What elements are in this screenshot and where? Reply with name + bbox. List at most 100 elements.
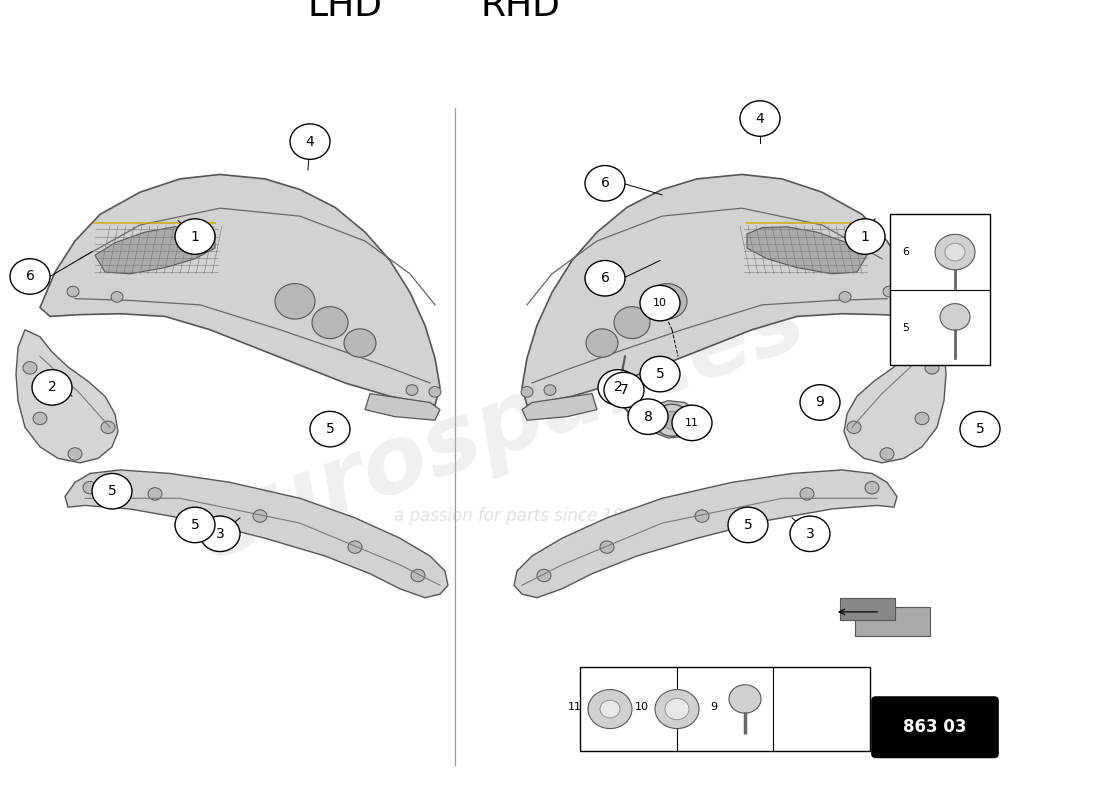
Circle shape [344,329,376,358]
Text: 9: 9 [710,702,717,712]
Circle shape [604,372,644,408]
Text: 8: 8 [644,410,652,424]
Circle shape [32,370,72,405]
Text: 10: 10 [653,298,667,308]
Circle shape [945,243,965,261]
Polygon shape [844,330,946,463]
Text: 2: 2 [614,380,623,394]
Circle shape [588,690,632,729]
Text: 5: 5 [656,367,664,381]
Text: 10: 10 [635,702,649,712]
Circle shape [880,448,894,460]
Circle shape [33,412,47,425]
Text: 2: 2 [47,380,56,394]
Text: eurospartes: eurospartes [183,274,817,581]
Text: 3: 3 [805,527,814,541]
Circle shape [883,286,895,297]
Circle shape [10,258,49,294]
Text: 11: 11 [568,702,582,712]
Circle shape [845,219,886,254]
Circle shape [839,291,851,302]
Text: a passion for parts since 1985: a passion for parts since 1985 [395,507,646,525]
Circle shape [662,411,682,429]
Text: 5: 5 [326,422,334,436]
Circle shape [290,124,330,159]
Text: 5: 5 [190,518,199,532]
Polygon shape [514,470,896,598]
Circle shape [585,261,625,296]
Text: 6: 6 [902,247,909,257]
Circle shape [695,510,710,522]
Circle shape [82,482,97,494]
Circle shape [101,421,116,434]
Polygon shape [747,226,867,274]
Text: 1: 1 [860,230,869,243]
Polygon shape [16,330,118,463]
Circle shape [585,166,625,201]
Circle shape [740,101,780,136]
Text: LHD: LHD [308,0,383,23]
Circle shape [175,507,214,542]
Circle shape [800,488,814,500]
Circle shape [253,510,267,522]
Circle shape [666,698,689,720]
Circle shape [598,370,638,405]
Circle shape [348,541,362,554]
Text: RHD: RHD [480,0,560,23]
Circle shape [865,482,879,494]
Text: 4: 4 [756,111,764,126]
Circle shape [429,386,441,397]
Circle shape [92,474,132,509]
Polygon shape [522,394,597,420]
Polygon shape [365,394,440,420]
Circle shape [800,385,840,420]
FancyBboxPatch shape [855,607,930,636]
Circle shape [111,291,123,302]
FancyBboxPatch shape [872,697,998,758]
Text: 9: 9 [815,395,824,410]
Circle shape [23,362,37,374]
Text: 4: 4 [306,134,315,149]
Circle shape [310,411,350,447]
Circle shape [628,399,668,434]
Circle shape [728,507,768,542]
FancyBboxPatch shape [840,598,895,620]
Text: 863 03: 863 03 [903,718,967,736]
Text: 6: 6 [601,176,609,190]
Circle shape [640,286,680,321]
Circle shape [586,329,618,358]
Circle shape [406,385,418,395]
Circle shape [960,411,1000,447]
Circle shape [600,541,614,554]
Text: 1: 1 [190,230,199,243]
Circle shape [925,362,939,374]
Text: 5: 5 [744,518,752,532]
Circle shape [521,386,534,397]
Circle shape [640,356,680,392]
Circle shape [647,283,688,319]
Circle shape [67,286,79,297]
Circle shape [275,283,315,319]
Circle shape [544,385,556,395]
Circle shape [600,700,620,718]
Circle shape [654,690,698,729]
Circle shape [411,570,425,582]
Circle shape [915,412,930,425]
Circle shape [672,405,712,441]
Text: 7: 7 [619,383,628,397]
Circle shape [312,306,348,338]
Circle shape [537,570,551,582]
Circle shape [935,234,975,270]
Circle shape [175,219,214,254]
Circle shape [614,306,650,338]
Text: 3: 3 [216,527,224,541]
Text: 6: 6 [601,271,609,286]
FancyBboxPatch shape [890,214,990,366]
Circle shape [790,516,830,551]
Text: 5: 5 [108,484,117,498]
Circle shape [200,516,240,551]
Text: 5: 5 [976,422,984,436]
Circle shape [654,404,690,436]
Text: 6: 6 [25,270,34,283]
Polygon shape [65,470,448,598]
